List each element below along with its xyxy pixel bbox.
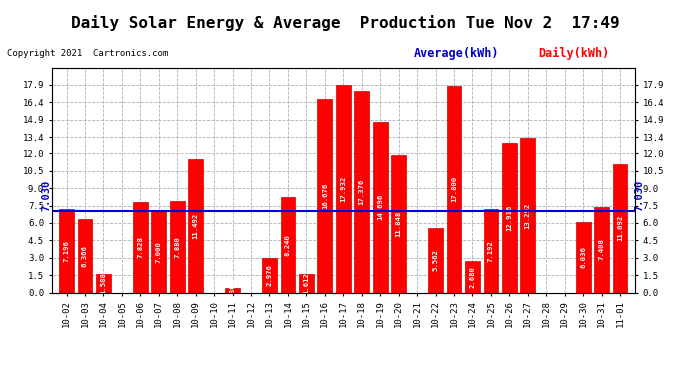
Text: 7.030: 7.030 xyxy=(41,180,51,211)
Text: 2.976: 2.976 xyxy=(266,264,273,286)
Bar xyxy=(225,288,240,292)
Bar xyxy=(188,159,203,292)
Text: 7.828: 7.828 xyxy=(137,236,144,258)
Text: 17.376: 17.376 xyxy=(359,178,365,205)
Bar xyxy=(336,84,351,292)
Bar xyxy=(484,209,498,292)
Text: 7.880: 7.880 xyxy=(174,236,180,258)
Text: Copyright 2021  Cartronics.com: Copyright 2021 Cartronics.com xyxy=(7,49,168,58)
Text: 6.036: 6.036 xyxy=(580,246,586,268)
Text: 7.000: 7.000 xyxy=(156,241,161,263)
Text: 5.562: 5.562 xyxy=(433,249,439,271)
Bar xyxy=(575,222,591,292)
Bar xyxy=(299,274,314,292)
Text: 14.696: 14.696 xyxy=(377,194,383,220)
Bar xyxy=(355,91,369,292)
Text: 13.292: 13.292 xyxy=(525,202,531,228)
Bar xyxy=(77,219,92,292)
Bar xyxy=(281,197,295,292)
Bar xyxy=(373,122,388,292)
Text: 16.676: 16.676 xyxy=(322,183,328,209)
Text: 7.196: 7.196 xyxy=(63,240,70,262)
Bar xyxy=(465,261,480,292)
Bar xyxy=(391,155,406,292)
Bar xyxy=(446,86,462,292)
Text: 17.800: 17.800 xyxy=(451,176,457,203)
Text: 6.366: 6.366 xyxy=(82,244,88,267)
Bar xyxy=(133,202,148,292)
Bar xyxy=(96,274,111,292)
Bar xyxy=(170,201,185,292)
Text: 1.612: 1.612 xyxy=(304,272,309,294)
Bar xyxy=(594,207,609,292)
Text: Average(kWh): Average(kWh) xyxy=(414,47,500,60)
Bar xyxy=(428,228,443,292)
Bar xyxy=(59,209,74,292)
Text: 1.588: 1.588 xyxy=(101,272,106,294)
Text: 7.192: 7.192 xyxy=(488,240,494,262)
Bar xyxy=(317,99,332,292)
Text: 2.680: 2.680 xyxy=(469,266,475,288)
Text: 11.092: 11.092 xyxy=(617,215,623,241)
Text: 7.408: 7.408 xyxy=(599,238,604,261)
Text: Daily(kWh): Daily(kWh) xyxy=(538,47,609,60)
Text: 17.932: 17.932 xyxy=(340,176,346,202)
Text: Daily Solar Energy & Average  Production Tue Nov 2  17:49: Daily Solar Energy & Average Production … xyxy=(70,15,620,31)
Text: 8.240: 8.240 xyxy=(285,234,291,256)
Bar xyxy=(502,143,517,292)
Text: 11.848: 11.848 xyxy=(395,211,402,237)
Bar xyxy=(613,164,627,292)
Text: 7.030: 7.030 xyxy=(634,180,644,211)
Text: 0.368: 0.368 xyxy=(230,279,235,301)
Bar xyxy=(520,138,535,292)
Bar xyxy=(151,211,166,292)
Text: 11.492: 11.492 xyxy=(193,213,199,239)
Bar xyxy=(262,258,277,292)
Text: 12.916: 12.916 xyxy=(506,204,513,231)
